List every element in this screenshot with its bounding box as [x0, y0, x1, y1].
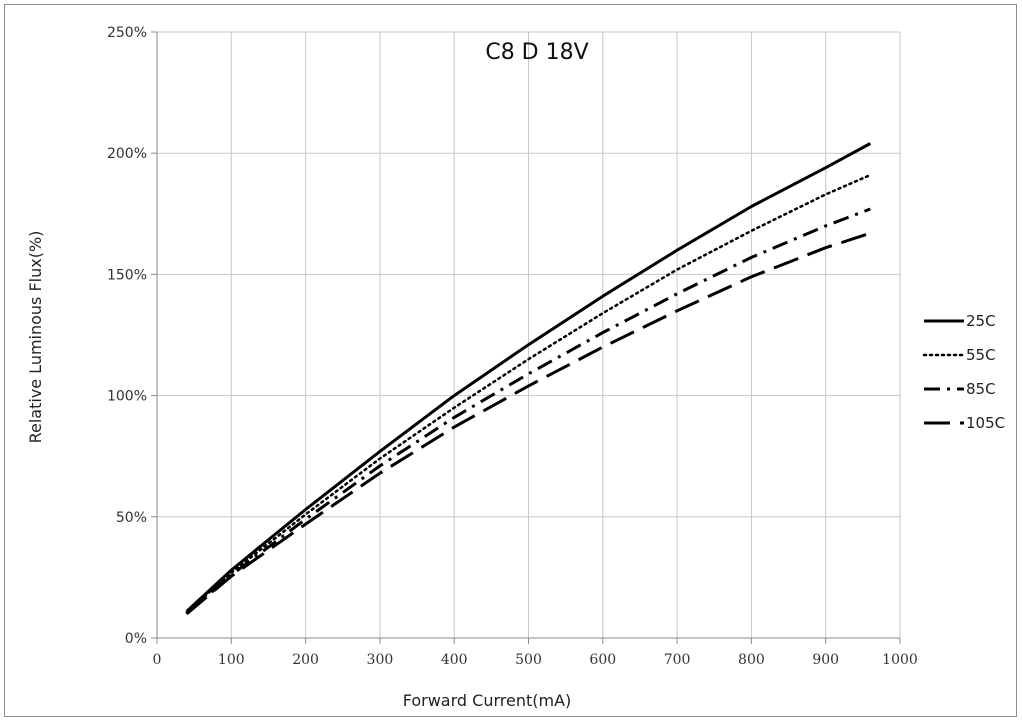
- legend-label: 85C: [966, 380, 996, 398]
- legend: 25C 55C 85C 105C: [922, 312, 1005, 432]
- x-tick-label: 300: [367, 652, 394, 668]
- x-tick-label: 0: [153, 652, 162, 668]
- y-tick-label: 100%: [107, 389, 147, 405]
- y-tick-label: 150%: [107, 267, 147, 283]
- x-tick-label: 800: [738, 652, 765, 668]
- x-axis-title: Forward Current(mA): [403, 691, 572, 710]
- x-tick-label: 400: [441, 652, 468, 668]
- series-line-85C: [185, 207, 871, 615]
- x-tick-label: 900: [812, 652, 839, 668]
- y-axis-title: Relative Luminous Flux(%): [26, 231, 45, 444]
- x-tick-label: 500: [515, 652, 542, 668]
- y-tick-label: 0%: [125, 631, 147, 647]
- axes: 0 100 200 300 400 500 600 700 800 900 1000 0% 50% 100…: [107, 25, 918, 668]
- y-tick-label: 200%: [107, 146, 147, 162]
- legend-label: 105C: [966, 414, 1005, 432]
- x-tick-label: 600: [589, 652, 616, 668]
- chart-frame: [4, 4, 1017, 717]
- series-lines: [185, 142, 872, 615]
- chart-title: C8 D 18V: [485, 40, 588, 65]
- x-tick-label: 100: [218, 652, 245, 668]
- legend-label: 55C: [966, 346, 996, 364]
- y-tick-label: 50%: [116, 510, 147, 526]
- legend-label: 25C: [966, 312, 996, 330]
- x-tick-label: 200: [292, 652, 319, 668]
- series-line-25C: [185, 142, 872, 613]
- y-tick-label: 250%: [107, 25, 147, 41]
- x-tick-label: 700: [664, 652, 691, 668]
- x-tick-label: 1000: [882, 652, 918, 668]
- series-line-55C: [185, 173, 872, 614]
- series-line-105C: [185, 231, 871, 615]
